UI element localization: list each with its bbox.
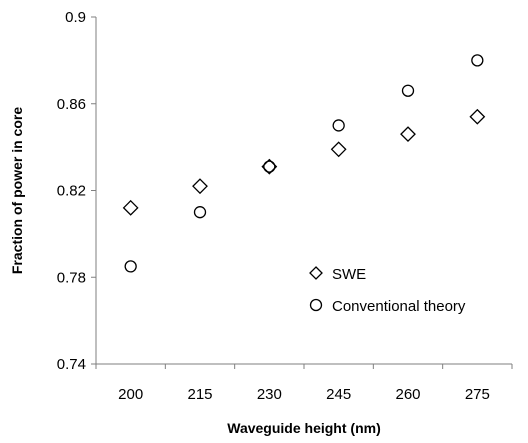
- y-tick-label: 0.9: [65, 9, 86, 26]
- data-point-conventional-theory: [124, 260, 137, 273]
- y-tick-label: 0.86: [57, 96, 86, 113]
- legend: SWE Conventional theory: [309, 266, 466, 315]
- x-tick-label: 215: [187, 386, 212, 403]
- x-tick-label: 245: [326, 386, 351, 403]
- y-tick-label: 0.82: [57, 183, 86, 200]
- data-point-swe: [122, 199, 139, 216]
- legend-item-swe: SWE: [309, 266, 366, 283]
- legend-marker-circle: [309, 298, 323, 312]
- data-point-conventional-theory: [263, 160, 276, 173]
- data-point-conventional-theory: [332, 119, 345, 132]
- data-point-swe: [192, 178, 208, 195]
- x-tick-label: 275: [465, 386, 490, 403]
- data-point-conventional-theory: [401, 84, 415, 97]
- data-point-conventional-theory: [471, 54, 484, 67]
- data-point-swe: [469, 108, 486, 125]
- data-point-swe: [330, 141, 347, 158]
- legend-label-conventional-theory: Conventional theory: [332, 298, 466, 315]
- y-tick-label: 0.78: [57, 269, 86, 286]
- data-point-swe: [400, 126, 416, 143]
- legend-marker-diamond: [309, 266, 323, 280]
- y-axis-title: Fraction of power in core: [9, 107, 25, 274]
- x-tick-label: 230: [257, 386, 282, 403]
- y-tick-label: 0.74: [57, 356, 86, 373]
- x-axis-ticks: 200 215 230 245 260 275: [95, 364, 513, 403]
- data-point-conventional-theory: [193, 206, 207, 219]
- data-points: [122, 54, 486, 273]
- x-tick-label: 200: [118, 386, 143, 403]
- x-tick-label: 260: [395, 386, 420, 403]
- y-axis-ticks: 0.74 0.78 0.82 0.86 0.9: [57, 9, 96, 373]
- x-axis-title: Waveguide height (nm): [227, 420, 380, 436]
- legend-label-swe: SWE: [332, 266, 366, 283]
- legend-item-conventional-theory: Conventional theory: [309, 298, 466, 315]
